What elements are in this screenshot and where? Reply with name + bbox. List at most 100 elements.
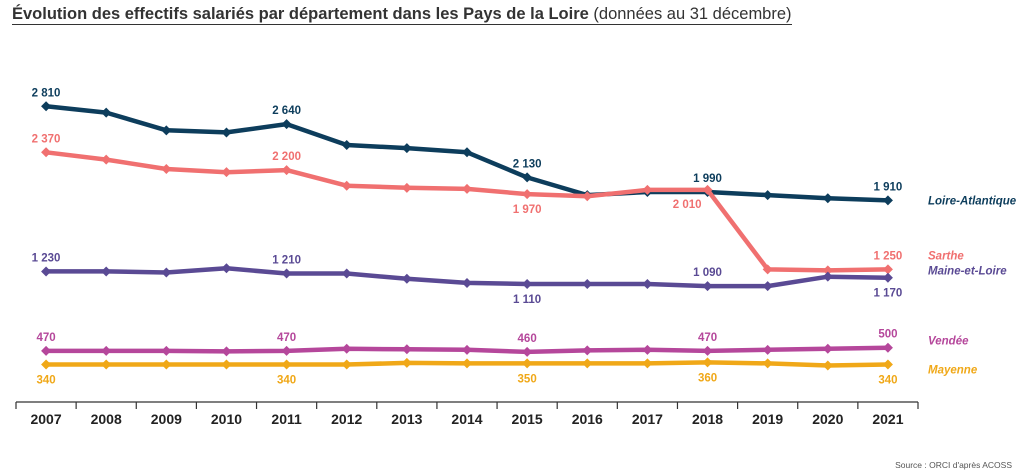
x-tick-label: 2020 <box>812 411 843 427</box>
legend-label: Sarthe <box>928 250 964 262</box>
data-point <box>401 143 412 154</box>
data-point <box>161 345 172 356</box>
data-point <box>341 180 352 191</box>
data-point <box>882 342 893 353</box>
data-point <box>882 264 893 275</box>
data-point <box>341 268 352 279</box>
data-label: 1 970 <box>513 204 542 216</box>
data-point <box>882 195 893 206</box>
data-point <box>401 357 412 368</box>
data-point <box>101 107 112 118</box>
data-label: 350 <box>518 373 537 385</box>
data-point <box>522 172 533 183</box>
data-point <box>401 344 412 355</box>
data-point <box>221 167 232 178</box>
data-point <box>41 266 52 277</box>
data-point <box>341 139 352 150</box>
data-point <box>41 101 52 112</box>
chart-title-main: Évolution des effectifs salariés par dép… <box>12 5 589 23</box>
x-axis: 2007 2008 2009 2010 2011 2012 2013 2014 2015 2016… <box>15 401 919 427</box>
data-point <box>582 191 593 202</box>
x-tick-label: 2017 <box>632 411 663 427</box>
data-point <box>41 147 52 158</box>
legend: Loire-Atlantique Sarthe Maine-et-Loire Vend… <box>928 195 1017 376</box>
data-point <box>702 281 713 292</box>
data-label: 460 <box>518 333 537 345</box>
data-point <box>822 360 833 371</box>
series <box>41 342 893 357</box>
data-point <box>341 343 352 354</box>
legend-label: Maine-et-Loire <box>928 266 1007 278</box>
data-label: 2 370 <box>32 133 61 145</box>
data-label: 360 <box>698 372 717 384</box>
data-label: 340 <box>277 374 296 386</box>
x-tick-label: 2014 <box>451 411 482 427</box>
data-point <box>401 182 412 193</box>
series <box>41 263 893 292</box>
data-label: 2 640 <box>272 105 301 117</box>
x-tick-label: 2013 <box>391 411 422 427</box>
series <box>41 147 893 276</box>
data-point <box>281 345 292 356</box>
data-point <box>522 278 533 289</box>
chart-title: Évolution des effectifs salariés par dép… <box>12 4 792 25</box>
data-point <box>762 264 773 275</box>
data-point <box>522 346 533 357</box>
data-label: 1 170 <box>874 288 903 300</box>
data-point <box>161 125 172 136</box>
x-tick-label: 2019 <box>752 411 783 427</box>
data-point <box>281 359 292 370</box>
data-point <box>221 127 232 138</box>
data-point <box>161 267 172 278</box>
data-point <box>41 359 52 370</box>
data-point <box>642 358 653 369</box>
data-label: 340 <box>36 374 55 386</box>
data-label: 1 250 <box>874 250 903 262</box>
data-point <box>281 165 292 176</box>
data-label: 470 <box>277 332 296 344</box>
data-label: 1 990 <box>693 173 722 185</box>
data-point <box>882 272 893 283</box>
data-point <box>101 154 112 165</box>
source-note: Source : ORCI d'après ACOSS <box>895 460 1012 470</box>
data-point <box>101 345 112 356</box>
data-point <box>522 358 533 369</box>
data-point <box>341 359 352 370</box>
data-point <box>642 184 653 195</box>
data-point <box>462 277 472 288</box>
legend-label: Vendée <box>928 336 969 348</box>
data-point <box>582 345 593 356</box>
data-point <box>762 190 773 201</box>
x-tick-label: 2010 <box>211 411 242 427</box>
x-tick-label: 2009 <box>151 411 182 427</box>
data-point <box>41 345 52 356</box>
data-point <box>462 358 472 369</box>
data-point <box>822 271 833 282</box>
data-point <box>582 358 593 369</box>
data-point <box>101 266 112 277</box>
x-tick-label: 2012 <box>331 411 362 427</box>
data-point <box>762 281 773 292</box>
data-point <box>161 359 172 370</box>
data-labels: 2 810 2 640 2 130 1 990 1 910 2 370 2 200 1 970… <box>32 87 903 386</box>
x-tick-label: 2016 <box>572 411 603 427</box>
x-tick-label: 2015 <box>512 411 543 427</box>
data-label: 1 110 <box>513 294 541 306</box>
data-point <box>221 263 232 274</box>
legend-label: Loire-Atlantique <box>928 195 1017 207</box>
data-label: 500 <box>878 329 897 341</box>
data-point <box>762 358 773 369</box>
data-point <box>221 346 232 357</box>
data-point <box>762 344 773 355</box>
data-point <box>281 119 292 130</box>
data-label: 1 090 <box>693 267 722 279</box>
data-point <box>582 278 593 289</box>
data-label: 470 <box>36 332 55 344</box>
x-tick-label: 2018 <box>692 411 723 427</box>
data-point <box>822 343 833 354</box>
data-point <box>702 184 713 195</box>
data-point <box>101 359 112 370</box>
series-line <box>43 150 891 273</box>
data-label: 2 010 <box>673 199 702 211</box>
